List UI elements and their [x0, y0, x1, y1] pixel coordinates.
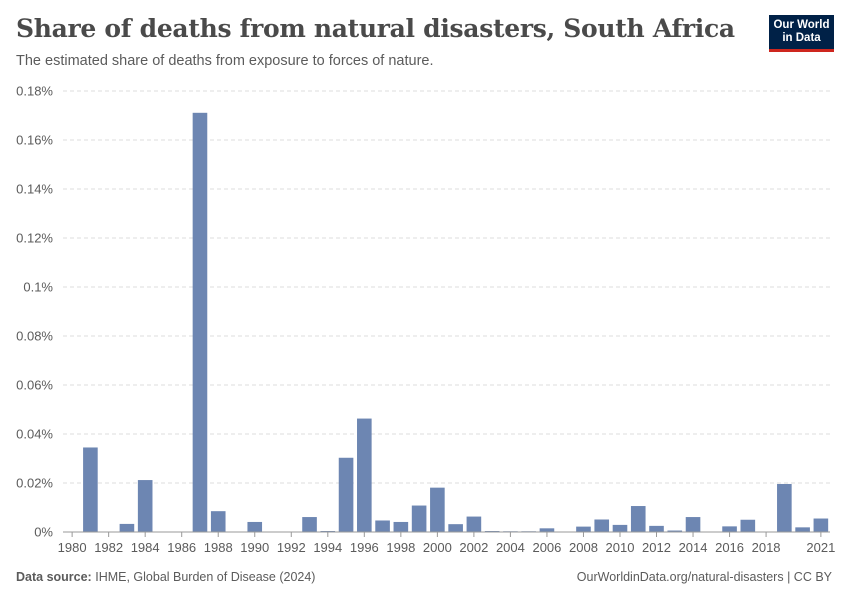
chart-title: Share of deaths from natural disasters, … [16, 14, 735, 43]
x-tick-label: 1980 [58, 540, 87, 555]
bar-1995[interactable] [338, 457, 354, 532]
owid-logo[interactable]: Our World in Data [769, 15, 834, 52]
y-tick-label: 0.02% [16, 476, 53, 491]
y-tick-label: 0.18% [16, 84, 53, 99]
x-tick-label: 1992 [277, 540, 306, 555]
x-axis-tick-labels: 1980 1982 1984 1986 1988 1990 1992 1994 1996 1998… [58, 532, 835, 555]
bar-2021[interactable] [813, 518, 829, 532]
bar-2016[interactable] [722, 526, 737, 532]
x-tick-label: 1982 [94, 540, 123, 555]
x-tick-label: 1996 [350, 540, 379, 555]
x-tick-label: 2000 [423, 540, 452, 555]
y-tick-label: 0.12% [16, 231, 53, 246]
bar-2006[interactable] [539, 528, 555, 532]
x-tick-label: 1998 [386, 540, 415, 555]
chart-subtitle: The estimated share of deaths from expos… [16, 53, 434, 69]
x-tick-label: 2010 [606, 540, 635, 555]
x-tick-label: 2021 [806, 540, 835, 555]
bar-1990[interactable] [247, 521, 263, 532]
source-text[interactable]: IHME, Global Burden of Disease (2024) [95, 570, 316, 584]
bar-1983[interactable] [119, 523, 135, 532]
x-tick-label: 2018 [752, 540, 781, 555]
bar-2002[interactable] [466, 516, 482, 532]
bars [83, 112, 829, 533]
y-tick-label: 0.06% [16, 378, 53, 393]
footer-url-license[interactable]: OurWorldinData.org/natural-disasters | C… [576, 570, 832, 584]
logo-line-1: Our World [773, 19, 830, 31]
x-tick-label: 1986 [167, 540, 196, 555]
bar-2010[interactable] [612, 524, 628, 532]
bar-1993[interactable] [302, 517, 317, 532]
bar-2013[interactable] [667, 530, 683, 532]
bar-2000[interactable] [430, 487, 445, 532]
y-axis-tick-labels: 0% 0.02% 0.04% 0.06% 0.08% 0.1% 0.12% 0.14% 0.16… [16, 84, 53, 540]
bar-1996[interactable] [357, 418, 372, 532]
bar-1988[interactable] [210, 511, 226, 532]
bar-2014[interactable] [685, 517, 701, 532]
y-tick-label: 0.16% [16, 133, 53, 148]
bar-2017[interactable] [740, 519, 756, 532]
y-tick-label: 0.04% [16, 427, 53, 442]
bar-2001[interactable] [448, 524, 463, 532]
x-tick-label: 2016 [715, 540, 744, 555]
x-tick-label: 1990 [240, 540, 269, 555]
bar-2012[interactable] [649, 525, 664, 532]
x-tick-label: 2002 [459, 540, 488, 555]
y-tick-label: 0% [34, 525, 53, 540]
bar-2019[interactable] [777, 483, 792, 532]
x-tick-label: 1984 [131, 540, 160, 555]
gridlines [63, 90, 830, 484]
y-tick-label: 0.08% [16, 329, 53, 344]
bar-2011[interactable] [630, 506, 646, 532]
x-tick-label: 2014 [679, 540, 708, 555]
bar-1999[interactable] [411, 505, 427, 532]
x-tick-label: 2004 [496, 540, 525, 555]
y-tick-label: 0.1% [23, 280, 53, 295]
x-tick-label: 2006 [532, 540, 561, 555]
bar-1998[interactable] [393, 521, 409, 532]
bar-1984[interactable] [137, 480, 153, 532]
bar-2009[interactable] [594, 519, 610, 532]
bar-2008[interactable] [576, 526, 591, 532]
x-tick-label: 2008 [569, 540, 598, 555]
logo-line-2: in Data [782, 32, 821, 44]
x-tick-label: 2012 [642, 540, 671, 555]
bar-1997[interactable] [375, 520, 390, 532]
bar-2020[interactable] [795, 527, 810, 532]
footer-source: Data source: IHME, Global Burden of Dise… [16, 570, 315, 584]
y-tick-label: 0.14% [16, 182, 53, 197]
x-tick-label: 1994 [313, 540, 342, 555]
bar-1987[interactable] [192, 112, 208, 533]
source-label: Data source: [16, 570, 92, 584]
bar-1981[interactable] [83, 447, 98, 532]
x-tick-label: 1988 [204, 540, 233, 555]
